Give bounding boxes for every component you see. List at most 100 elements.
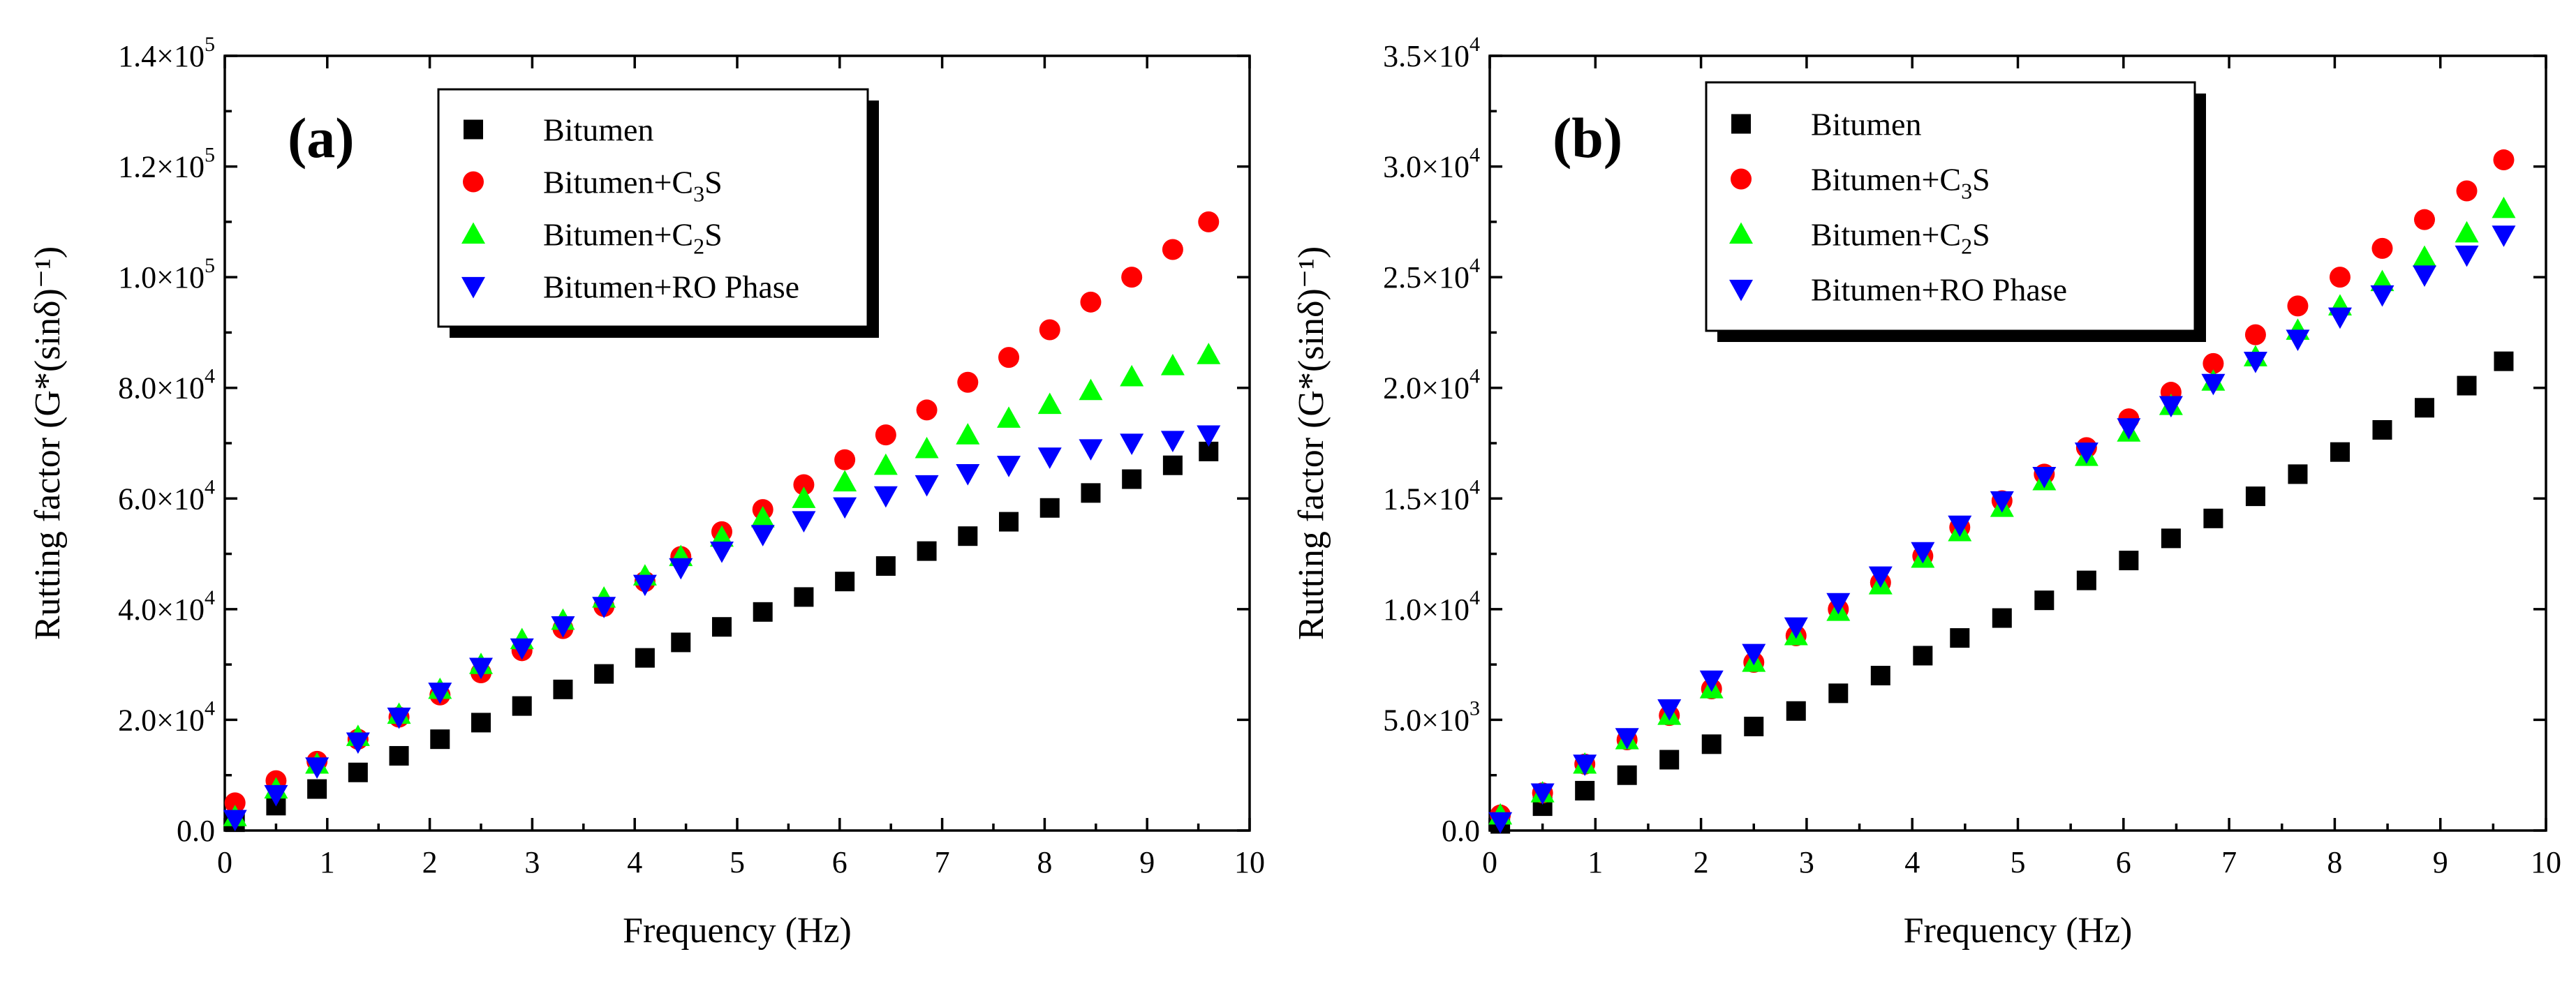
x-tick-label: 1 — [1587, 845, 1603, 879]
data-point — [2119, 551, 2139, 571]
chart-panel-a: 0 1 2 3 4 5 6 7 8 9 10 0.0 2.0×104 4.0×104 6.0×104 8.0×… — [28, 33, 1265, 951]
data-point — [2492, 225, 2516, 247]
data-point — [1037, 392, 1062, 415]
data-point — [1162, 239, 1183, 260]
y-tick-label: 6.0×104 — [118, 475, 215, 516]
data-point — [1786, 701, 1806, 721]
data-point — [833, 497, 857, 519]
x-tick-label: 8 — [1037, 845, 1052, 879]
y-tick-label: 2.0×104 — [118, 697, 215, 737]
data-point — [346, 732, 370, 754]
data-point — [1742, 643, 1766, 666]
y-tick-label: 4.0×104 — [118, 586, 215, 627]
data-point — [998, 347, 1020, 368]
data-point — [1162, 455, 1183, 475]
data-point — [1950, 628, 1970, 648]
data-point — [2414, 209, 2436, 230]
data-point — [2161, 528, 2181, 549]
y-tick-label: 0.0 — [1442, 814, 1480, 848]
data-point — [1657, 699, 1682, 721]
x-tick-label: 2 — [1694, 845, 1709, 879]
data-point — [1870, 666, 1890, 685]
data-point — [512, 696, 532, 716]
data-point — [875, 556, 896, 576]
y-tick-label: 8.0×104 — [118, 365, 215, 405]
legend-marker — [463, 171, 484, 193]
legend: Bitumen Bitumen+C3S Bitumen+C2S Bitumen+RO … — [1705, 81, 2206, 342]
data-point — [794, 587, 814, 607]
data-point — [2327, 307, 2352, 329]
legend-label: Bitumen — [1811, 107, 1921, 142]
data-point — [1575, 780, 1595, 801]
data-point — [2201, 373, 2226, 396]
x-axis-label: Frequency (Hz) — [623, 911, 852, 951]
data-point — [2288, 464, 2308, 484]
data-point — [389, 745, 409, 766]
data-point — [753, 602, 773, 622]
data-point — [2287, 295, 2309, 317]
data-point — [916, 399, 938, 421]
data-point — [1868, 566, 1893, 588]
data-point — [223, 810, 247, 832]
data-point — [1079, 378, 1103, 401]
data-point — [1160, 354, 1185, 375]
data-point — [1699, 670, 1724, 692]
data-point — [1784, 617, 1808, 639]
y-tick-label: 3.0×104 — [1383, 144, 1480, 184]
data-point — [592, 597, 616, 618]
data-point — [2245, 486, 2265, 507]
data-point — [348, 762, 368, 782]
y-axis-label: Rutting factor (G*(sinδ)⁻¹) — [1291, 246, 1331, 640]
data-point — [1198, 211, 1220, 232]
y-tick-label: 1.4×105 — [118, 33, 215, 73]
data-point — [1530, 783, 1555, 805]
data-point — [553, 679, 573, 699]
data-point — [750, 525, 775, 546]
legend-label: Bitumen+C2S — [543, 217, 723, 259]
x-tick-label: 6 — [2116, 845, 2131, 879]
legend: Bitumen Bitumen+C3S Bitumen+C2S Bitumen+RO … — [437, 88, 879, 338]
data-point — [1121, 267, 1143, 288]
y-tick-label: 1.0×105 — [118, 254, 215, 295]
series-bitumen-c2s — [223, 343, 1221, 826]
panel-label: (a) — [288, 106, 355, 170]
legend-label: Bitumen+C2S — [1811, 217, 1990, 259]
data-point — [2329, 267, 2351, 288]
data-point — [2455, 245, 2479, 267]
legend-label: Bitumen+C3S — [1811, 162, 1990, 204]
data-point — [2244, 324, 2266, 345]
x-tick-label: 6 — [832, 845, 847, 879]
data-point — [792, 486, 816, 508]
data-point — [2413, 265, 2437, 287]
data-point — [956, 464, 980, 486]
x-axis-label: Frequency (Hz) — [1904, 911, 2133, 951]
data-point — [1911, 542, 1935, 564]
x-tick-label: 2 — [422, 845, 438, 879]
data-point — [915, 436, 939, 459]
data-point — [2032, 466, 2057, 489]
x-tick-label: 1 — [320, 845, 335, 879]
data-point — [1828, 683, 1849, 704]
y-tick-label: 2.0×104 — [1383, 365, 1480, 405]
data-point — [1913, 646, 1933, 666]
x-tick-label: 8 — [2327, 845, 2342, 879]
data-point — [2455, 221, 2479, 243]
series-bitumen — [225, 441, 1219, 833]
x-tick-label: 9 — [2433, 845, 2448, 879]
data-point — [632, 574, 657, 597]
data-point — [957, 371, 979, 393]
legend-label: Bitumen+C3S — [543, 165, 723, 207]
data-point — [873, 453, 898, 475]
data-point — [387, 707, 411, 729]
series-bitumen — [1490, 351, 2514, 834]
x-tick-label: 10 — [1234, 845, 1265, 879]
legend-marker — [1729, 222, 1753, 244]
data-point — [2203, 352, 2224, 374]
data-point — [709, 542, 734, 563]
data-point — [1160, 431, 1185, 453]
data-point — [999, 512, 1019, 532]
data-point — [1826, 593, 1851, 615]
legend-marker — [461, 276, 485, 299]
data-point — [834, 449, 856, 470]
